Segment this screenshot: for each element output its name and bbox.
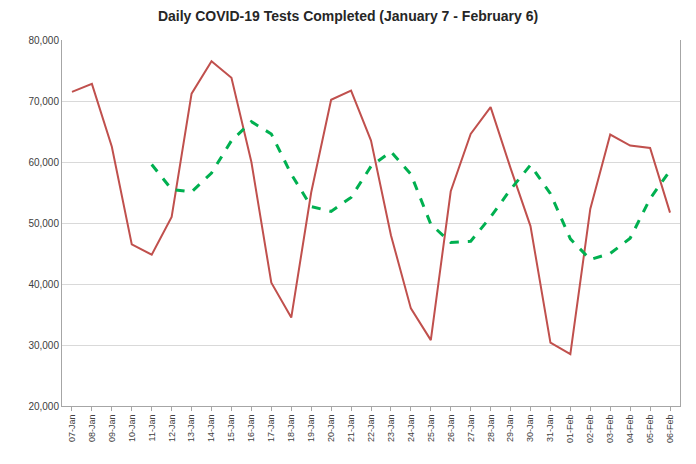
svg-text:15-Jan: 15-Jan (226, 415, 236, 443)
svg-text:70,000: 70,000 (28, 96, 59, 107)
svg-text:17-Jan: 17-Jan (266, 415, 276, 443)
svg-text:25-Jan: 25-Jan (426, 415, 436, 443)
svg-text:19-Jan: 19-Jan (306, 415, 316, 443)
svg-text:01-Feb: 01-Feb (565, 415, 575, 444)
svg-text:29-Jan: 29-Jan (505, 415, 515, 443)
svg-text:24-Jan: 24-Jan (406, 415, 416, 443)
svg-text:05-Feb: 05-Feb (645, 415, 655, 444)
svg-text:08-Jan: 08-Jan (87, 415, 97, 443)
svg-text:13-Jan: 13-Jan (187, 415, 197, 443)
svg-text:50,000: 50,000 (28, 218, 59, 229)
svg-text:30-Jan: 30-Jan (525, 415, 535, 443)
svg-text:21-Jan: 21-Jan (346, 415, 356, 443)
svg-text:40,000: 40,000 (28, 279, 59, 290)
svg-text:20,000: 20,000 (28, 401, 59, 412)
svg-text:16-Jan: 16-Jan (246, 415, 256, 443)
svg-text:14-Jan: 14-Jan (206, 415, 216, 443)
svg-text:10-Jan: 10-Jan (127, 415, 137, 443)
svg-text:30,000: 30,000 (28, 340, 59, 351)
svg-text:11-Jan: 11-Jan (147, 415, 157, 442)
svg-text:28-Jan: 28-Jan (486, 415, 496, 443)
svg-text:27-Jan: 27-Jan (466, 415, 476, 443)
svg-text:18-Jan: 18-Jan (286, 415, 296, 443)
svg-text:23-Jan: 23-Jan (386, 415, 396, 443)
svg-text:26-Jan: 26-Jan (446, 415, 456, 443)
svg-text:02-Feb: 02-Feb (585, 415, 595, 444)
svg-text:22-Jan: 22-Jan (366, 415, 376, 443)
svg-text:04-Feb: 04-Feb (625, 415, 635, 444)
svg-text:03-Feb: 03-Feb (605, 415, 615, 444)
svg-text:80,000: 80,000 (28, 35, 59, 46)
svg-text:06-Feb: 06-Feb (665, 415, 675, 444)
svg-text:60,000: 60,000 (28, 157, 59, 168)
svg-text:12-Jan: 12-Jan (167, 415, 177, 443)
svg-text:20-Jan: 20-Jan (326, 415, 336, 443)
svg-text:31-Jan: 31-Jan (545, 415, 555, 443)
svg-text:07-Jan: 07-Jan (67, 415, 77, 443)
svg-text:09-Jan: 09-Jan (107, 415, 117, 443)
svg-text:Daily COVID-19 Tests Completed: Daily COVID-19 Tests Completed (January … (158, 8, 538, 24)
